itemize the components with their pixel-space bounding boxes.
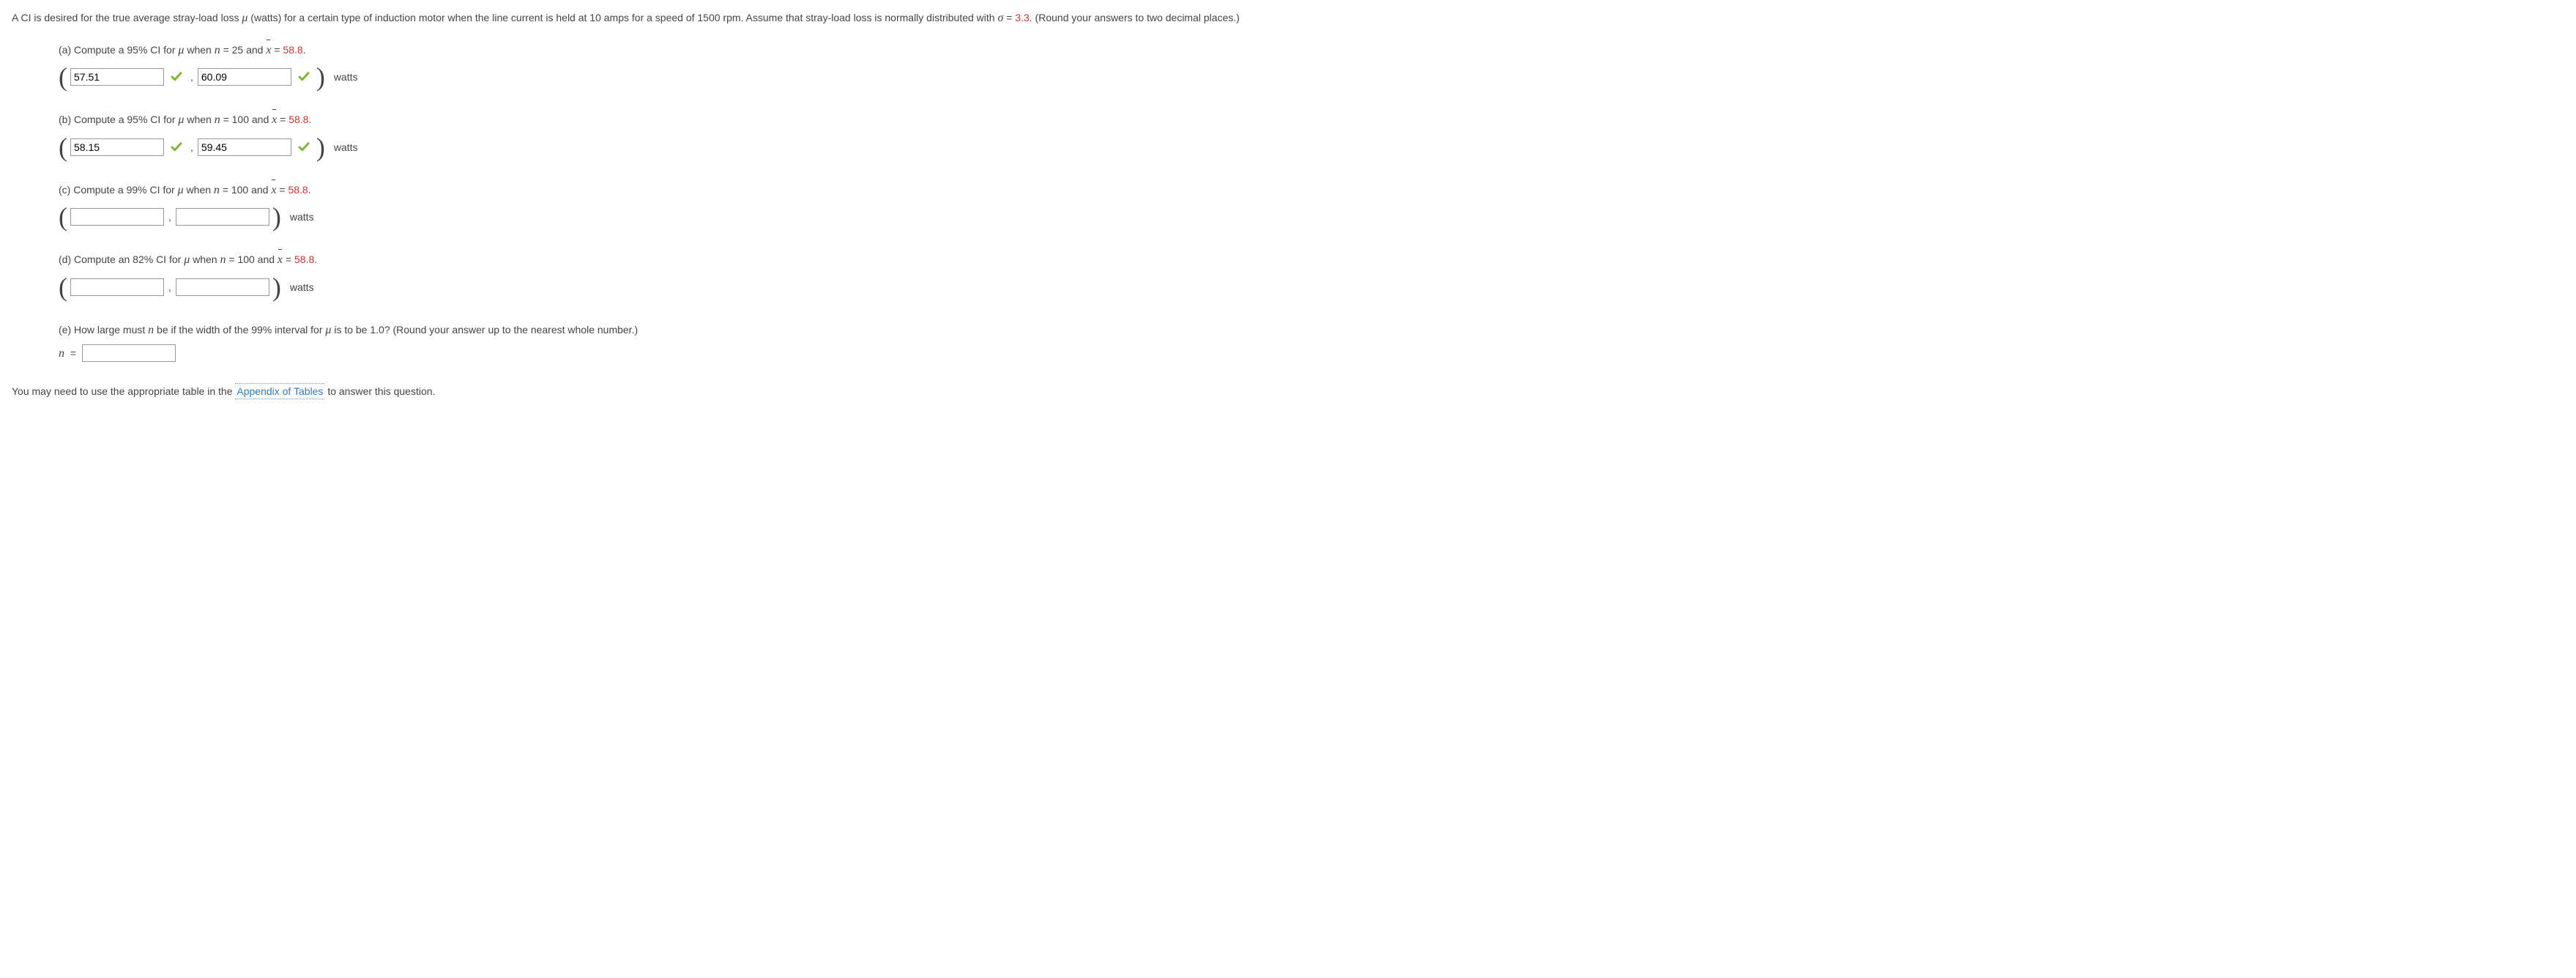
part-d-xeq: = (283, 253, 294, 265)
footer-note: You may need to use the appropriate tabl… (12, 383, 2564, 399)
part-c-mid1: when (184, 184, 214, 196)
part-d-xval: 58.8 (294, 253, 314, 265)
left-paren: ( (59, 64, 67, 90)
part-a-pre: (a) Compute a 95% CI for (59, 44, 178, 56)
n-symbol-b: n (215, 114, 220, 126)
eq-sign: = (67, 345, 79, 361)
part-d-neq: = 100 and (226, 253, 277, 265)
footer-text-2: to answer this question. (324, 385, 435, 397)
part-b-lower-input[interactable] (70, 138, 164, 156)
sigma-value: 3.3 (1015, 12, 1029, 23)
intro-eq: = (1003, 12, 1015, 23)
problem-intro: A CI is desired for the true average str… (12, 9, 2564, 28)
right-paren: ) (272, 274, 281, 300)
part-c-label: (c) Compute a 99% CI for μ when n = 100 … (59, 181, 2564, 200)
part-d-answer-row: ( , ) watts (59, 274, 2564, 300)
part-c-answer-row: ( , ) watts (59, 204, 2564, 230)
left-paren: ( (59, 134, 67, 160)
comma: , (190, 139, 193, 155)
n-eq-label: n (59, 344, 64, 363)
part-d: (d) Compute an 82% CI for μ when n = 100… (59, 251, 2564, 300)
right-paren: ) (316, 134, 325, 160)
part-b-mid1: when (184, 114, 214, 125)
part-c-neq: = 100 and (220, 184, 271, 196)
check-icon (170, 70, 183, 84)
part-a-neq: = 25 and (220, 44, 267, 56)
part-c-period: . (308, 184, 311, 196)
part-a-period: . (303, 44, 306, 56)
part-a-upper-input[interactable] (198, 68, 291, 86)
xbar-symbol-d: x (278, 251, 283, 270)
part-b: (b) Compute a 95% CI for μ when n = 100 … (59, 111, 2564, 160)
part-d-label: (d) Compute an 82% CI for μ when n = 100… (59, 251, 2564, 270)
appendix-link[interactable]: Appendix of Tables (235, 383, 324, 399)
part-e-pre: (e) How large must (59, 324, 148, 336)
part-d-period: . (314, 253, 317, 265)
part-e-mid: be if the width of the 99% interval for (154, 324, 325, 336)
part-d-upper-input[interactable] (176, 278, 269, 296)
footer-text-1: You may need to use the appropriate tabl… (12, 385, 235, 397)
n-symbol-e: n (148, 324, 154, 336)
part-e-input[interactable] (82, 344, 176, 362)
intro-text-3: . (Round your answers to two decimal pla… (1030, 12, 1240, 23)
part-a-xeq: = (271, 44, 283, 56)
intro-text-1: A CI is desired for the true average str… (12, 12, 242, 23)
part-e-label: (e) How large must n be if the width of … (59, 321, 2564, 340)
xbar-symbol-b: x (272, 111, 277, 130)
comma: , (190, 69, 193, 85)
n-symbol-c: n (214, 184, 220, 196)
part-b-xval: 58.8 (289, 114, 308, 125)
part-a-lower-input[interactable] (70, 68, 164, 86)
left-paren: ( (59, 204, 67, 230)
check-icon (297, 70, 310, 84)
intro-text-2: (watts) for a certain type of induction … (247, 12, 997, 23)
part-c-lower-input[interactable] (70, 208, 164, 226)
part-b-upper-input[interactable] (198, 138, 291, 156)
right-paren: ) (316, 64, 325, 90)
part-d-mid1: when (190, 253, 220, 265)
part-c-pre: (c) Compute a 99% CI for (59, 184, 178, 196)
part-b-answer-row: ( , ) watts (59, 134, 2564, 160)
part-c-xval: 58.8 (288, 184, 308, 196)
comma: , (168, 209, 171, 225)
check-icon (170, 141, 183, 154)
check-icon (297, 141, 310, 154)
part-d-unit: watts (290, 279, 314, 295)
xbar-symbol-a: x (266, 41, 271, 60)
part-b-neq: = 100 and (220, 114, 272, 125)
part-c-upper-input[interactable] (176, 208, 269, 226)
n-symbol-a: n (215, 44, 220, 56)
part-e: (e) How large must n be if the width of … (59, 321, 2564, 363)
part-a: (a) Compute a 95% CI for μ when n = 25 a… (59, 41, 2564, 91)
part-a-label: (a) Compute a 95% CI for μ when n = 25 a… (59, 41, 2564, 60)
part-a-mid1: when (184, 44, 214, 56)
part-c-xeq: = (276, 184, 288, 196)
part-d-pre: (d) Compute an 82% CI for (59, 253, 184, 265)
part-d-lower-input[interactable] (70, 278, 164, 296)
right-paren: ) (272, 204, 281, 230)
part-a-unit: watts (334, 69, 358, 85)
part-b-pre: (b) Compute a 95% CI for (59, 114, 178, 125)
comma: , (168, 279, 171, 295)
part-b-unit: watts (334, 139, 358, 155)
left-paren: ( (59, 274, 67, 300)
part-a-xval: 58.8 (283, 44, 302, 56)
part-b-xeq: = (277, 114, 289, 125)
part-b-period: . (308, 114, 311, 125)
part-c: (c) Compute a 99% CI for μ when n = 100 … (59, 181, 2564, 231)
part-c-unit: watts (290, 209, 314, 225)
part-a-answer-row: ( , ) watts (59, 64, 2564, 90)
mu-symbol-d: μ (184, 253, 190, 266)
xbar-symbol-c: x (271, 181, 276, 200)
part-e-post: is to be 1.0? (Round your answer up to t… (331, 324, 638, 336)
part-b-label: (b) Compute a 95% CI for μ when n = 100 … (59, 111, 2564, 130)
mu-symbol-c: μ (178, 184, 184, 196)
part-e-answer-row: n = (59, 344, 2564, 363)
